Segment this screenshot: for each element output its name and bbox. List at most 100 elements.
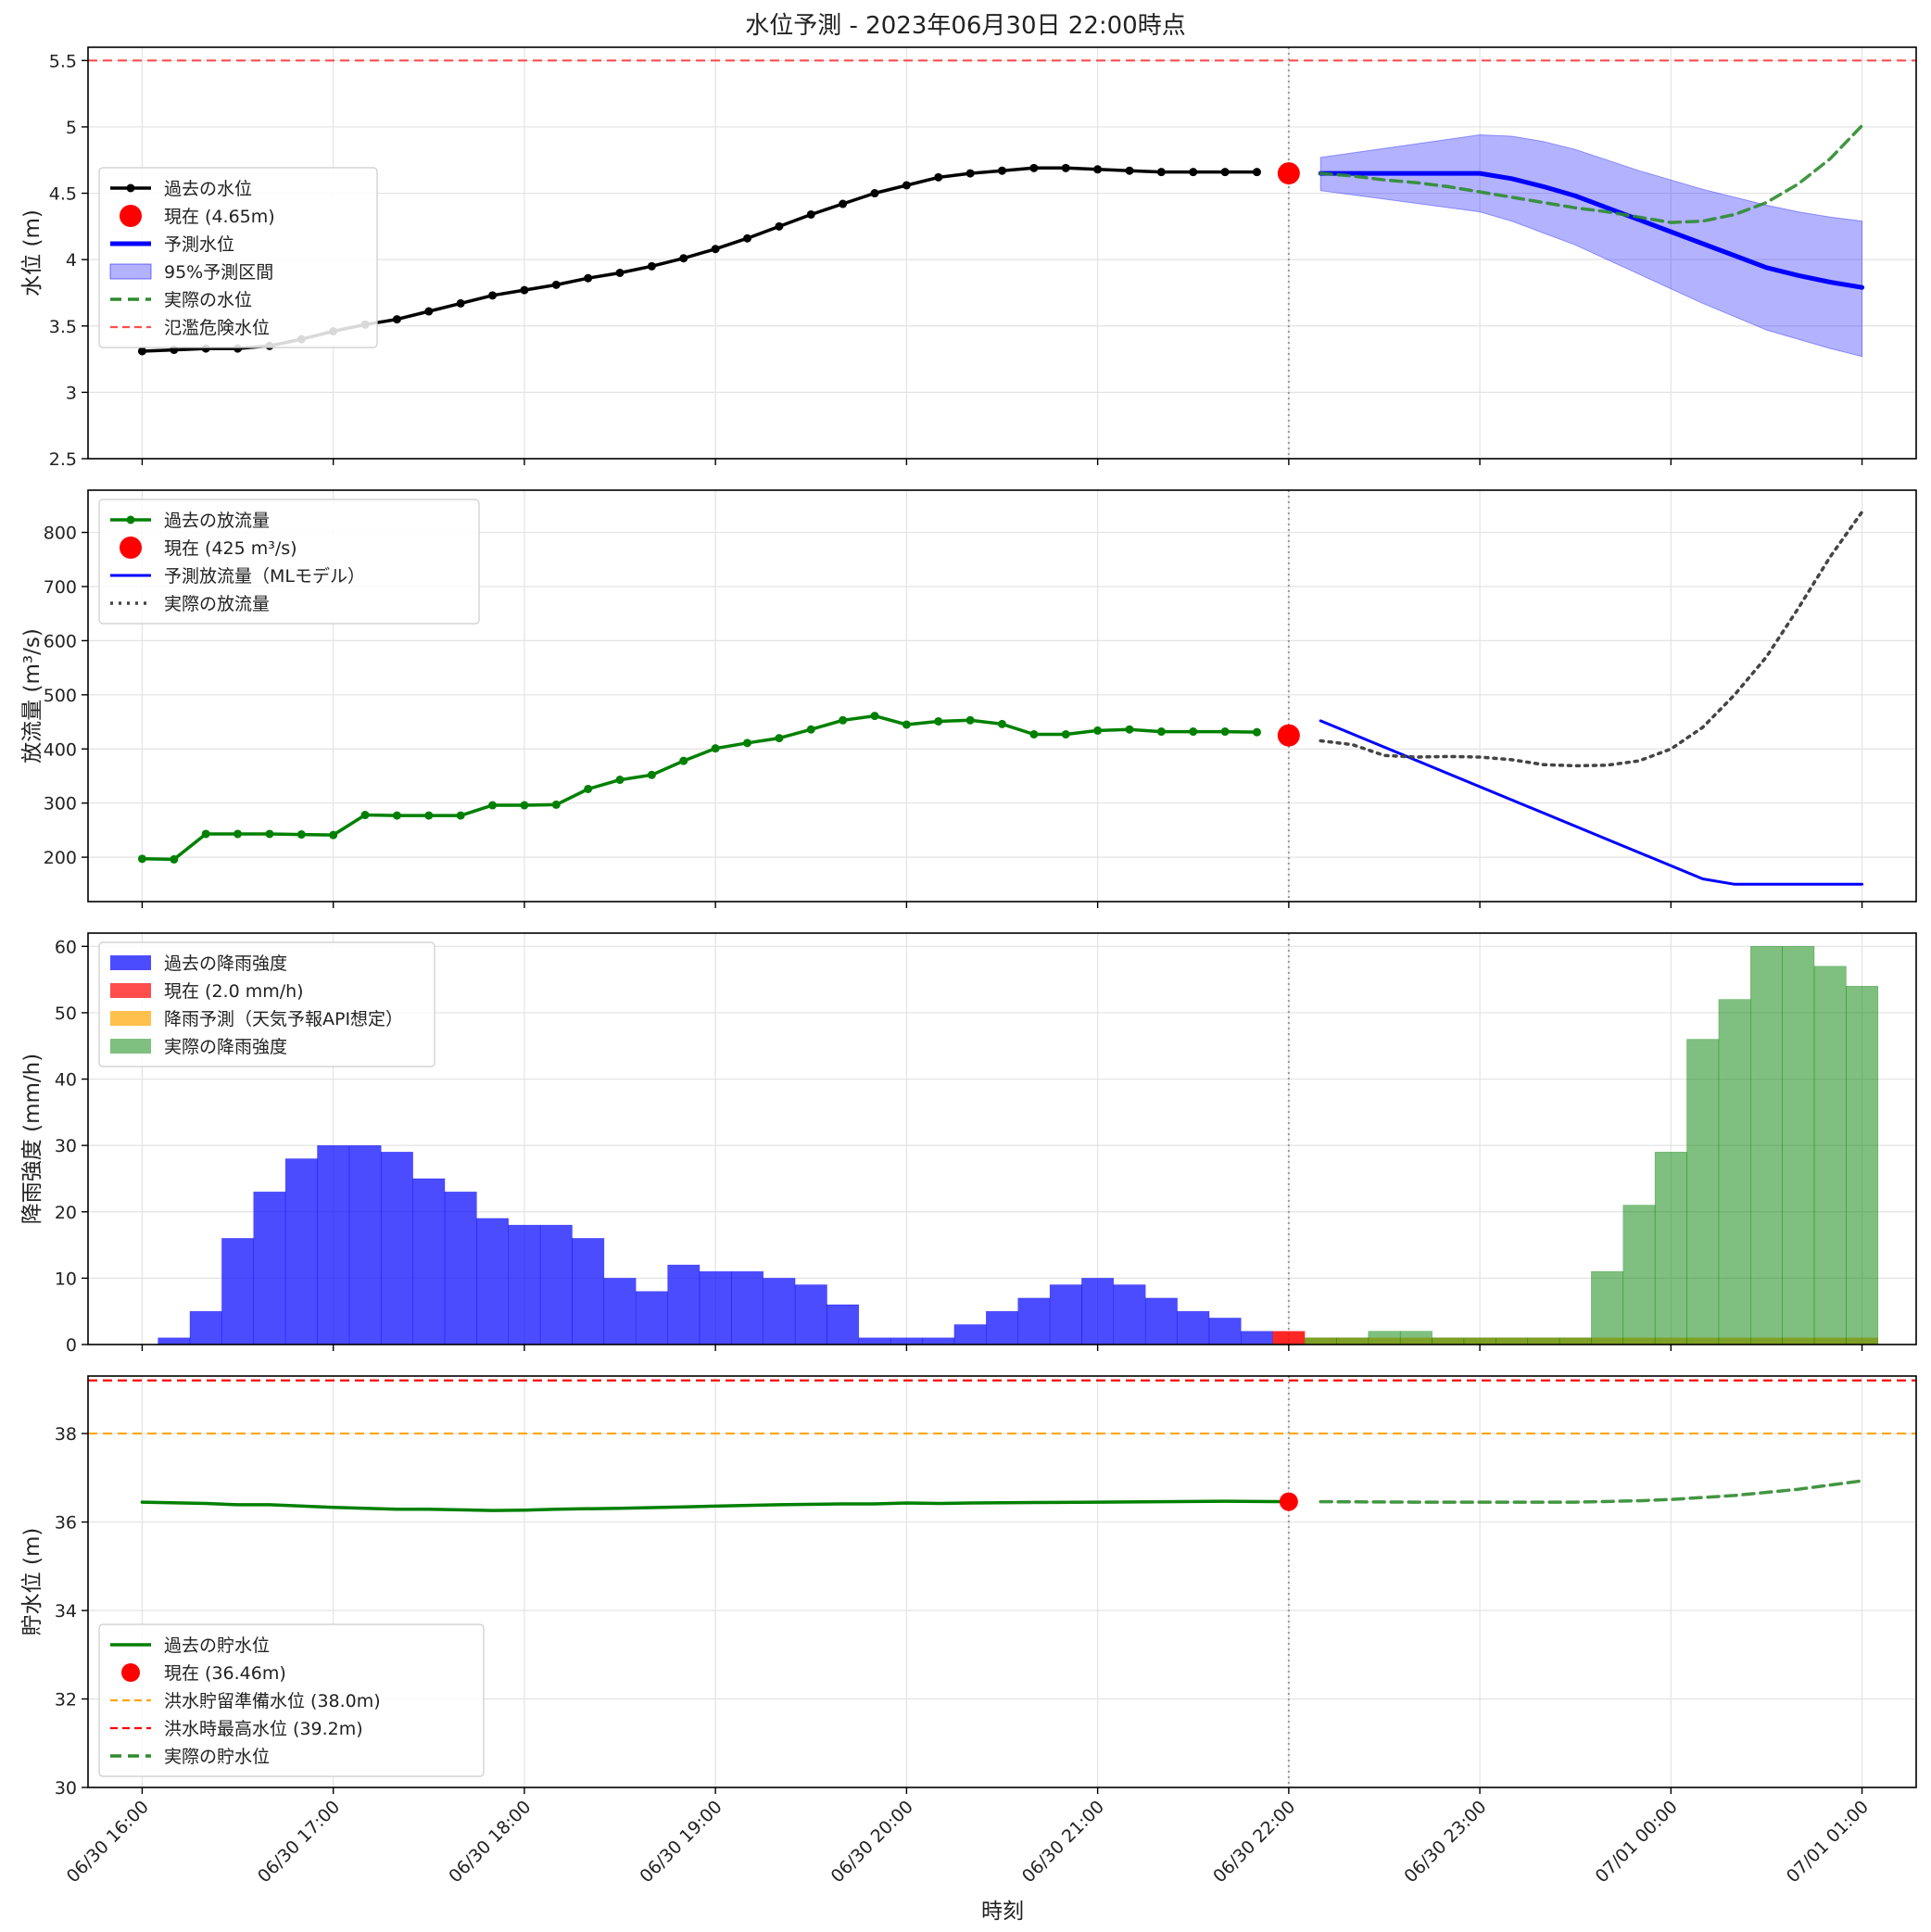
past-discharge-point: [201, 829, 210, 839]
y-tick-label: 500: [44, 686, 77, 706]
past-rain-bar: [953, 1324, 987, 1345]
past-rain-bar: [539, 1224, 573, 1345]
legend-label: 実際の貯水位: [164, 1747, 270, 1767]
y-tick-label: 3: [66, 383, 77, 403]
past-discharge-point: [329, 830, 338, 840]
legend-label: 洪水時最高水位 (39.2m): [164, 1719, 363, 1739]
past-rain-bar: [635, 1291, 668, 1345]
past-discharge-point: [1029, 729, 1039, 739]
past-discharge-point: [265, 829, 274, 839]
past-level-point: [966, 169, 975, 178]
x-tick-label: 06/30 16:00: [63, 1797, 153, 1887]
past-level-point: [775, 221, 784, 231]
y-tick-label: 10: [55, 1269, 77, 1289]
y-tick-label: 38: [55, 1424, 77, 1445]
past-discharge-point: [392, 811, 401, 820]
plot-frame: [87, 932, 1917, 1345]
past-level-point: [647, 261, 656, 271]
actual-rain-bar: [1654, 1152, 1687, 1345]
past-discharge-point: [1093, 726, 1103, 735]
past-level-point: [1189, 168, 1198, 177]
past-discharge-point: [137, 854, 146, 864]
actual-rain-bar: [1496, 1337, 1528, 1345]
legend-label: 洪水貯留準備水位 (38.0m): [164, 1691, 381, 1711]
past-rain-bar: [317, 1144, 350, 1345]
actual-rain-bar: [1718, 999, 1751, 1345]
y-tick-label: 60: [55, 937, 77, 957]
past-level-point: [1156, 168, 1166, 177]
plot-area: [88, 1376, 1916, 1787]
past-discharge-point: [520, 801, 529, 810]
past-discharge-point: [902, 720, 911, 729]
past-level-point: [584, 273, 593, 283]
past-rain-bar: [158, 1337, 191, 1345]
plot-frame: [87, 1375, 1917, 1788]
past-rain-bar: [476, 1218, 509, 1345]
legend-label: 実際の放流量: [164, 594, 270, 614]
actual-rain-bar: [1527, 1337, 1560, 1345]
past-rain-bar: [603, 1278, 637, 1345]
y-tick-label: 40: [55, 1070, 77, 1091]
legend-label: 予測放流量（MLモデル）: [164, 566, 365, 587]
past-level-point: [1252, 168, 1261, 177]
legend-swatch: [109, 263, 152, 280]
y-tick-label: 200: [44, 848, 77, 868]
legend-swatch: [110, 983, 151, 998]
legend-label: 過去の貯水位: [164, 1635, 270, 1656]
legend-marker: [126, 183, 135, 193]
actual-level-line: [1319, 123, 1864, 224]
actual-rain-bar: [1432, 1337, 1465, 1345]
past-level-point: [839, 199, 848, 208]
y-tick-label: 800: [44, 524, 77, 544]
past-discharge-point: [1125, 725, 1134, 734]
past-discharge-point: [488, 801, 498, 810]
past-discharge-point: [870, 712, 879, 721]
past-rain-bar: [253, 1192, 286, 1345]
actual-discharge-line: [1319, 510, 1864, 768]
past-discharge-point: [233, 829, 243, 839]
past-rain-bar: [508, 1224, 541, 1345]
legend-label: 降雨予測（天気予報API想定）: [164, 1009, 403, 1029]
past-level-point: [392, 315, 401, 324]
x-tick-label: 06/30 19:00: [636, 1797, 726, 1887]
past-level-point: [743, 234, 752, 243]
y-tick-label: 0: [66, 1335, 77, 1356]
past-discharge-point: [679, 756, 688, 765]
actual-rain-bar: [1591, 1270, 1624, 1345]
x-tick-label: 07/01 01:00: [1783, 1797, 1873, 1887]
past-level-point: [1220, 168, 1230, 177]
legend-label: 現在 (36.46m): [164, 1663, 286, 1684]
legend-frame: [98, 499, 480, 625]
legend-label: 実際の降雨強度: [164, 1037, 287, 1057]
past-rain-bar: [284, 1158, 318, 1345]
legend-marker: [121, 1663, 140, 1682]
past-level-point: [615, 268, 625, 277]
y-tick-label: 400: [44, 739, 77, 760]
y-tick-label: 50: [55, 1004, 77, 1024]
past-rain-bar: [794, 1284, 827, 1345]
prediction-interval-band: [1319, 133, 1863, 358]
y-tick-label: 4: [66, 250, 77, 271]
past-discharge-point: [584, 784, 593, 793]
x-tick-label: 06/30 22:00: [1209, 1797, 1299, 1887]
past-rain-bar: [1049, 1284, 1082, 1345]
past-rain-bar: [380, 1152, 413, 1345]
past-level-point: [679, 254, 688, 263]
past-level-point: [551, 280, 561, 289]
past-discharge-point: [1189, 727, 1198, 737]
y-tick-label: 36: [55, 1513, 77, 1534]
past-rain-bar: [1113, 1284, 1146, 1345]
legend-swatch: [110, 1011, 151, 1026]
y-axis-label: 降雨強度 (mm/h): [20, 1054, 44, 1224]
forecast-level-line: [1318, 170, 1865, 290]
legend-label: 実際の水位: [164, 290, 252, 310]
x-tick-label: 06/30 21:00: [1018, 1797, 1108, 1887]
past-discharge-point: [170, 854, 179, 864]
y-axis-label: 貯水位 (m): [20, 1528, 44, 1636]
y-tick-label: 20: [55, 1203, 77, 1223]
past-rain-bar: [827, 1304, 860, 1345]
x-tick-label: 07/01 00:00: [1592, 1797, 1682, 1887]
